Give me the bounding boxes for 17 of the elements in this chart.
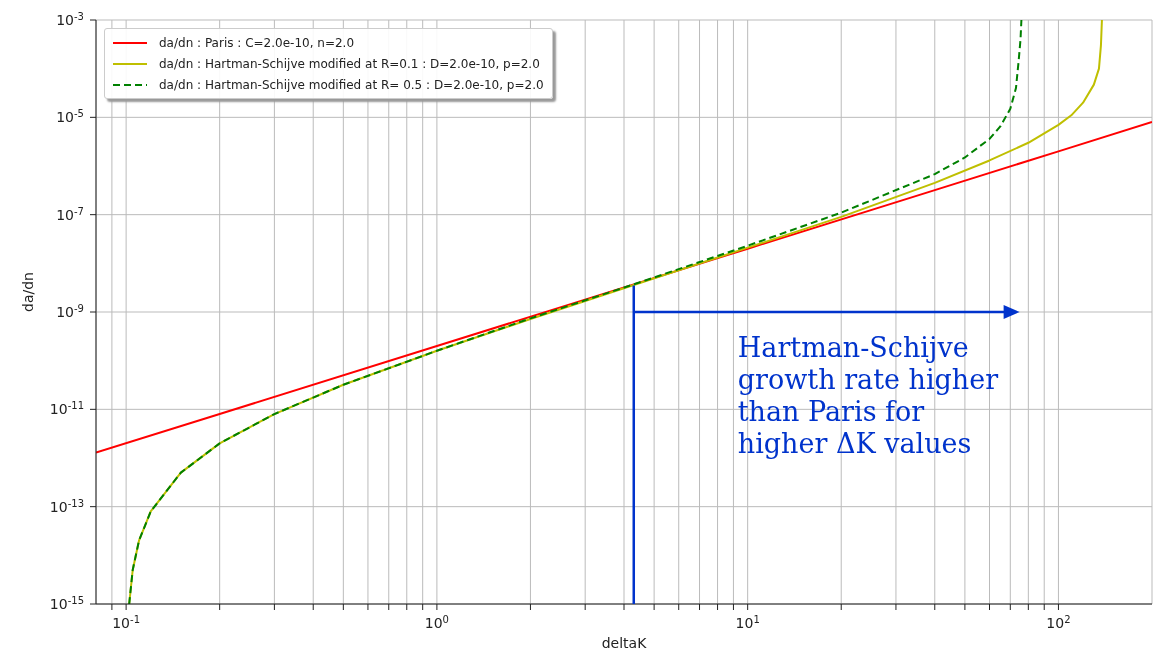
legend-label: da/dn : Paris : C=2.0e-10, n=2.0	[159, 35, 355, 50]
x-tick-label: 10$^{-1}$	[112, 613, 141, 631]
y-tick-label: 10$^{-5}$	[56, 107, 84, 126]
y-tick-label: 10$^{-3}$	[56, 10, 84, 28]
y-tick-label: 10$^{-7}$	[56, 205, 84, 223]
legend-label: da/dn : Hartman-Schijve modified at R=0.1 : D=2.0e-10, p=2.0	[159, 56, 540, 71]
annotation: Hartman-Schijve growth rate higher than Paris for higher ΔK values	[737, 332, 1000, 460]
y-tick-label: 10$^{-9}$	[56, 302, 84, 320]
x-tick-label: 10$^{1}$	[735, 613, 760, 631]
y-tick-label: 10$^{-13}$	[49, 497, 84, 515]
y-tick-label: 10$^{-11}$	[49, 399, 84, 418]
y-tick-label: 10$^{-15}$	[49, 594, 84, 612]
x-axis-title: deltaK	[601, 635, 648, 651]
legend-label: da/dn : Hartman-Schijve modified at R= 0.5 : D=2.0e-10, p=2.0	[159, 77, 544, 92]
x-tick-label: 10$^{2}$	[1046, 613, 1071, 631]
y-axis-title: da/dn	[19, 272, 36, 312]
x-tick-label: 10$^{0}$	[424, 613, 449, 631]
